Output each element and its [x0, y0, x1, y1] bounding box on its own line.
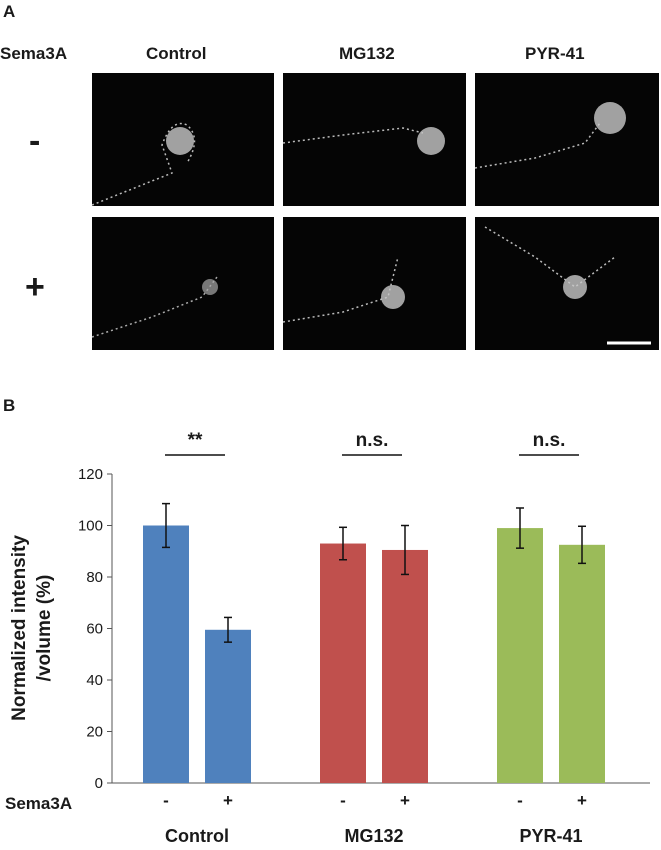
- group-label-mg132: MG132: [344, 826, 403, 846]
- column-header-pyr41: PYR-41: [525, 44, 585, 63]
- x-treatment-label: -: [517, 791, 523, 810]
- y-tick-label: 60: [86, 621, 103, 638]
- x-treatment-label: -: [340, 791, 346, 810]
- bar-pyr-41-minus: [497, 528, 543, 783]
- column-header-mg132: MG132: [339, 44, 395, 63]
- significance-label: n.s.: [356, 430, 389, 451]
- bar-mg132-minus: [320, 543, 366, 783]
- sema3a-row-label-a: Sema3A: [0, 44, 68, 63]
- x-treatment-label: +: [400, 791, 410, 810]
- y-tick-label: 120: [78, 466, 103, 483]
- bar-control-plus: [205, 629, 251, 783]
- micrograph-mg132-plus: [283, 217, 466, 350]
- y-axis-label-line2: /volume (%): [34, 575, 55, 682]
- sema3a-row-label-b: Sema3A: [5, 794, 72, 813]
- x-treatment-label: +: [577, 791, 587, 810]
- micrograph-pyr41-minus: [475, 73, 659, 206]
- significance-label: **: [188, 430, 203, 451]
- x-treatment-label: -: [163, 791, 169, 810]
- bar-control-minus: [143, 525, 189, 783]
- micrograph-control-plus: [92, 217, 274, 350]
- y-axis-label-line1: Normalized intensity: [9, 535, 30, 721]
- bar-mg132-plus: [382, 549, 428, 783]
- row-sign-minus: -: [29, 122, 41, 160]
- significance-label: n.s.: [533, 430, 566, 451]
- group-label-pyr-41: PYR-41: [519, 826, 582, 846]
- micrograph-pyr41-plus: [475, 217, 659, 350]
- y-tick-label: 100: [78, 518, 103, 535]
- row-sign-plus: +: [25, 268, 45, 306]
- x-treatment-label: +: [223, 791, 233, 810]
- column-header-control: Control: [146, 44, 207, 63]
- y-tick-label: 0: [95, 775, 103, 792]
- bar-pyr-41-plus: [559, 544, 605, 783]
- panel-b-letter: B: [3, 396, 16, 415]
- y-tick-label: 20: [86, 724, 103, 741]
- micrograph-mg132-minus: [283, 73, 466, 206]
- y-tick-label: 80: [86, 569, 103, 586]
- y-tick-label: 40: [86, 672, 103, 689]
- micrograph-control-minus: [92, 73, 274, 206]
- panel-a-letter: A: [3, 2, 16, 21]
- group-label-control: Control: [165, 826, 229, 846]
